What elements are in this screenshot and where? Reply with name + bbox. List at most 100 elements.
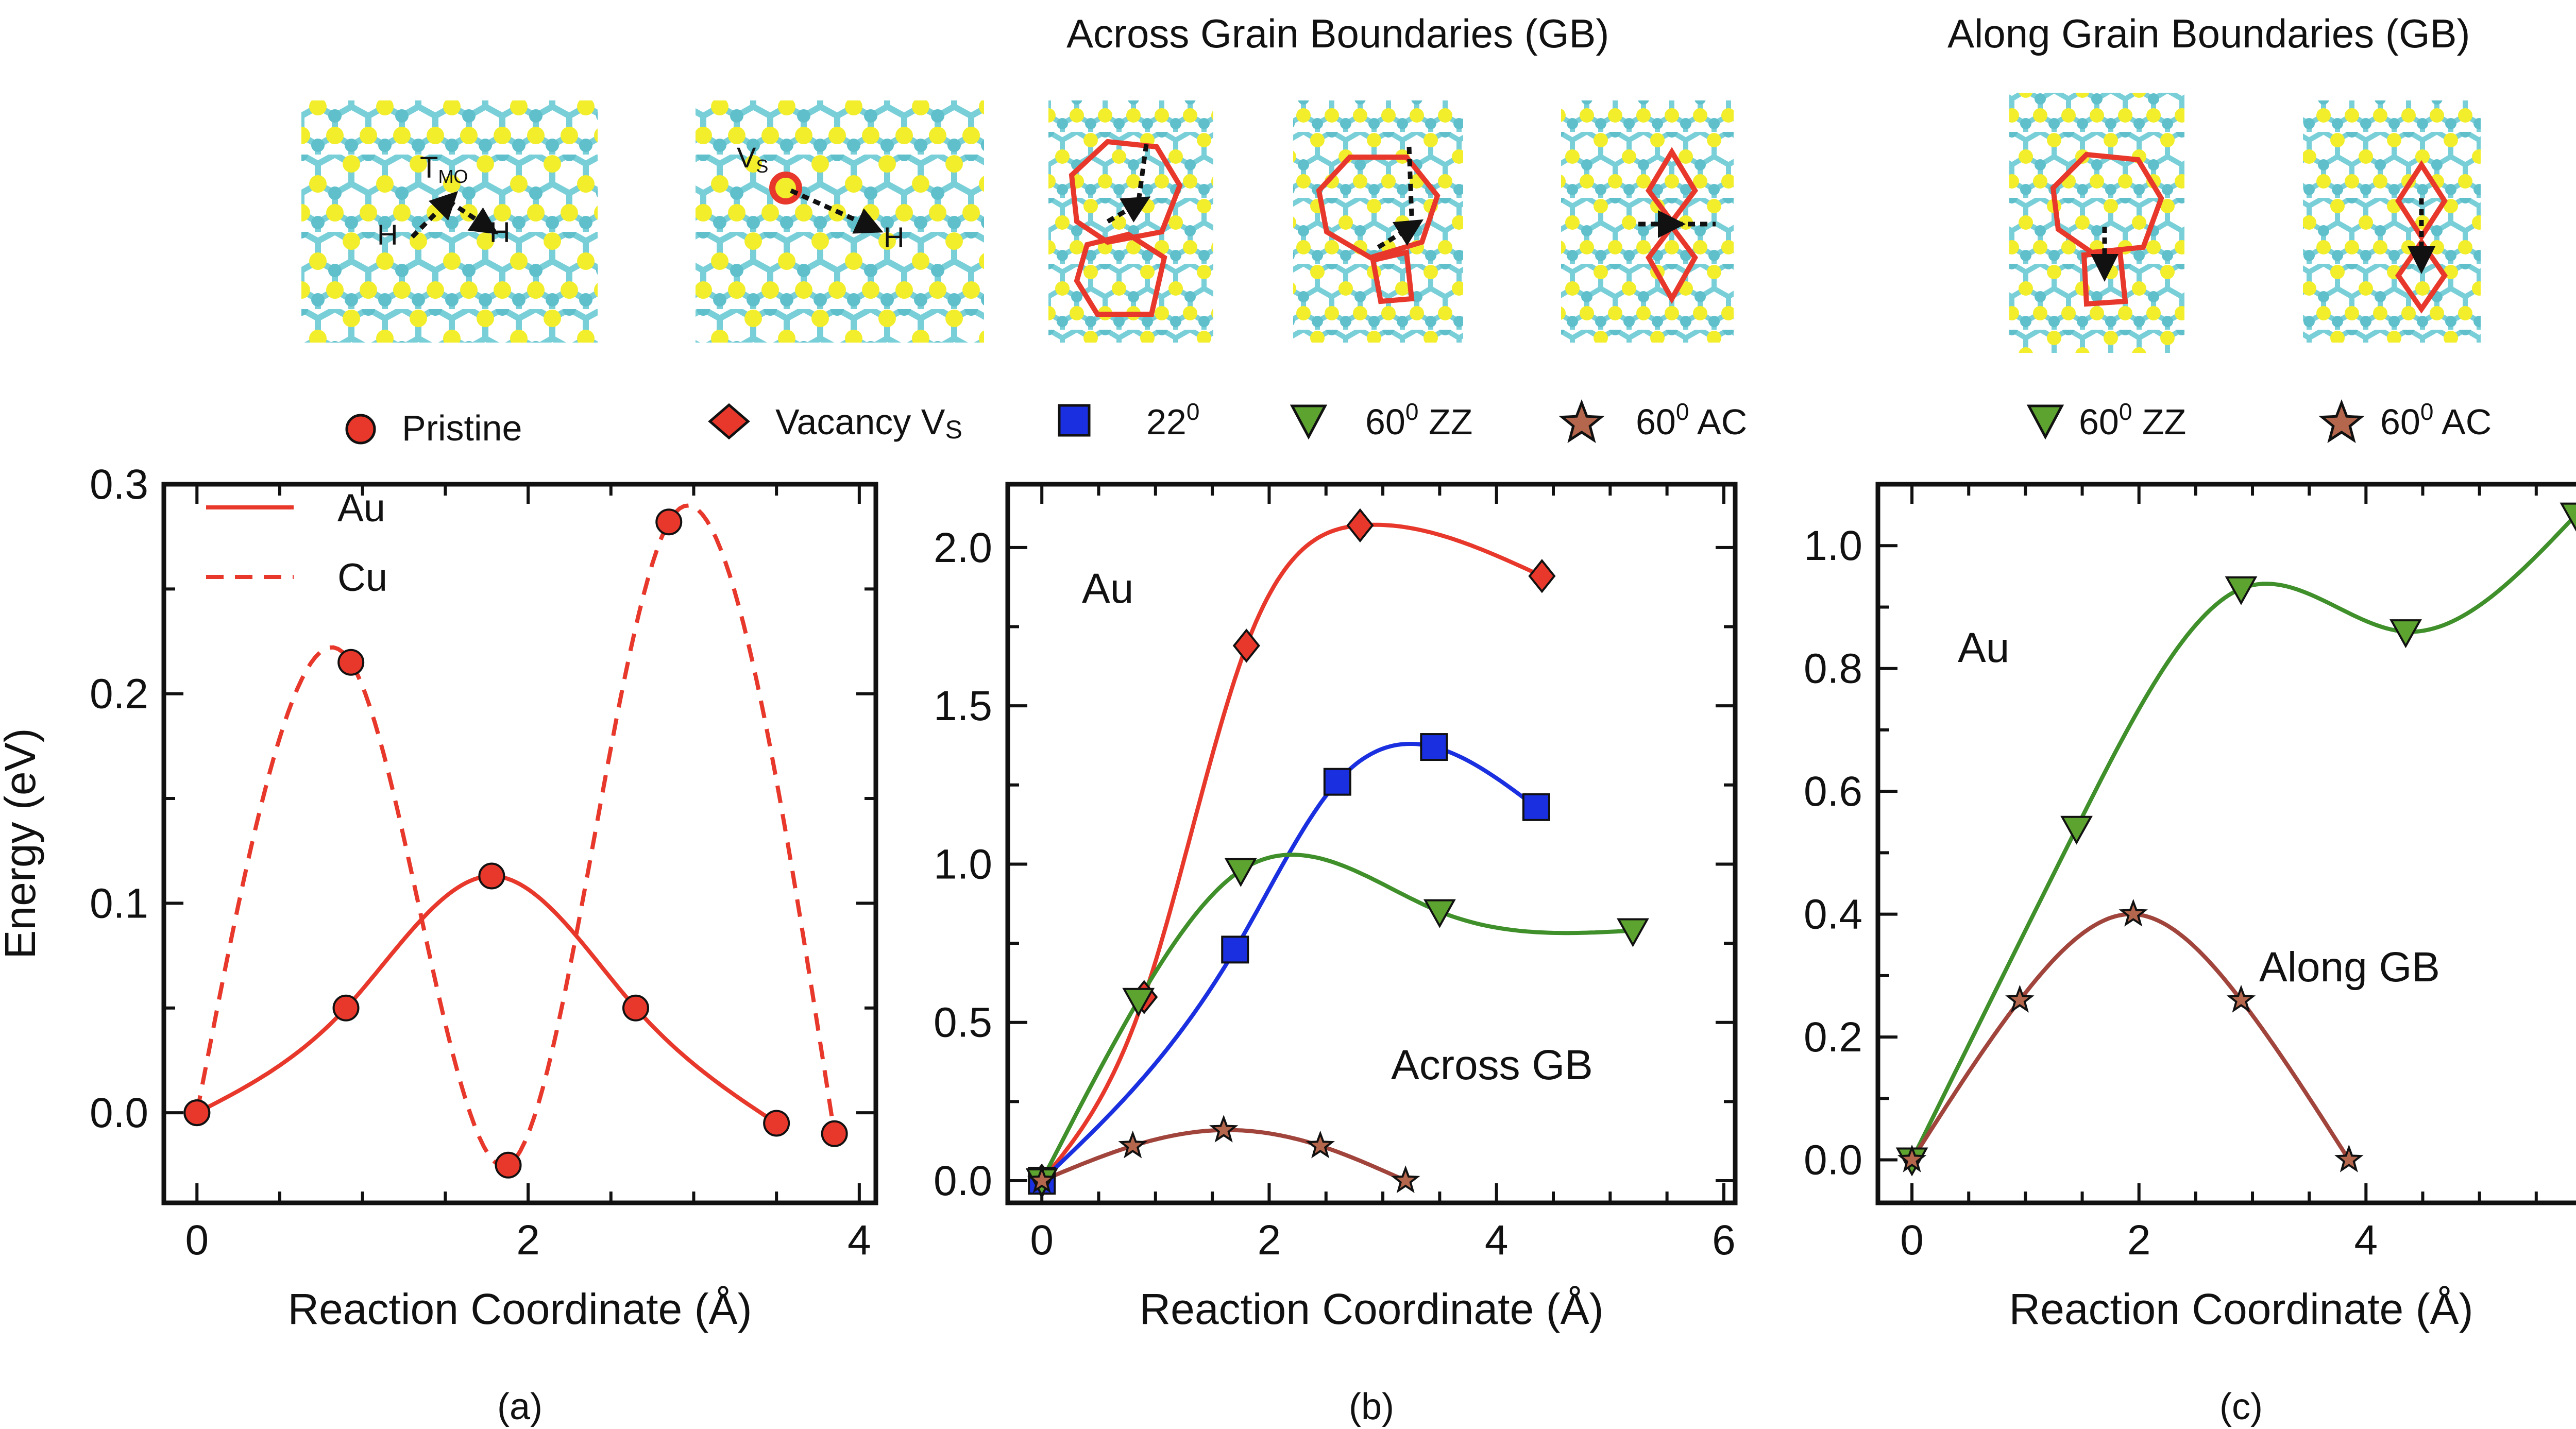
data-point (1528, 559, 1556, 593)
series-line-60-zz (1910, 513, 2576, 1161)
h-label-vacancy: H (884, 221, 904, 253)
data-point (2225, 576, 2258, 605)
legend-label-vacancy: Vacancy VS (775, 402, 962, 444)
data-point (655, 508, 683, 536)
panel-label: (a) (497, 1386, 543, 1427)
data-point (1224, 858, 1257, 887)
data-point (1897, 1144, 1927, 1172)
legend-label-along-zz: 600 ZZ (2079, 398, 2186, 442)
along-gb-title: Along Grain Boundaries (GB) (1947, 11, 2470, 56)
y-tick-label: 0.6 (1804, 768, 1862, 815)
series-line-cu (195, 503, 837, 1168)
legend-marker-60zz (1290, 404, 1328, 440)
y-tick-label: 0.1 (90, 880, 148, 927)
x-tick-label: 4 (1485, 1217, 1509, 1264)
legend-label-60zz: 600 ZZ (1365, 398, 1472, 442)
structure-gb22 (1048, 100, 1213, 343)
legend-60zz: 600 ZZ (1290, 398, 1472, 442)
data-point (332, 994, 360, 1022)
legend-along-ac: 600 AC (2318, 398, 2492, 444)
y-tick-label: 1.0 (1804, 522, 1862, 569)
legend-marker-22 (1058, 404, 1091, 437)
legend-label-60ac: 600 AC (1636, 398, 1747, 442)
x-tick-label: 4 (2354, 1217, 2378, 1264)
series-line-22- (1040, 742, 1538, 1182)
across-gb-title: Across Grain Boundaries (GB) (1066, 11, 1609, 56)
structure-gb60zz (1293, 100, 1463, 343)
y-tick-label: 0.0 (90, 1090, 148, 1136)
structure-along-zz (2009, 93, 2184, 353)
data-point (2226, 984, 2256, 1013)
x-tick-label: 6 (1712, 1217, 1736, 1264)
legend-label-along-ac: 600 AC (2380, 398, 2492, 442)
y-axis-label: Energy (eV) (0, 728, 44, 959)
plot-frame (1005, 482, 1738, 1205)
chart-panel-b: 0 2 4 6 0.0 0.5 1.0 1.5 2.0 Reaction Coordinate (… (934, 482, 1738, 1427)
legend-marker-along-ac (2318, 399, 2365, 444)
legend-label-pristine: Pristine (402, 408, 522, 448)
legend-marker-pristine (345, 414, 376, 445)
annotation-across-gb: Across GB (1391, 1042, 1593, 1088)
plot-frame (161, 482, 878, 1205)
legend-marker-along-zz (2026, 404, 2064, 440)
data-point (2005, 984, 2035, 1013)
annotation-along-gb: Along GB (2259, 944, 2440, 991)
data-point (763, 1110, 790, 1137)
structure-along-ac (2303, 100, 2481, 343)
legend-text-au: Au (337, 486, 385, 530)
h-label-right: H (489, 216, 510, 248)
y-tick-label: 0.8 (1804, 645, 1862, 692)
structure-pristine: TMO H H (301, 100, 598, 343)
data-point (1221, 935, 1249, 964)
data-point (478, 862, 505, 890)
x-tick-label: 0 (1030, 1217, 1054, 1264)
data-point (1232, 628, 1260, 663)
legend-au-cu: Au Cu (206, 486, 387, 600)
x-tick-label: 4 (848, 1217, 871, 1264)
series-line-vacancy-vs (1040, 522, 1543, 1182)
data-point (1027, 1165, 1057, 1194)
data-point (1209, 1114, 1239, 1143)
vs-label: VS (737, 141, 768, 177)
x-tick-label: 2 (2127, 1217, 2151, 1264)
data-point (1323, 768, 1351, 796)
y-tick-label: 1.5 (934, 683, 992, 729)
annotation-au: Au (1082, 565, 1133, 612)
x-axis-label: Reaction Coordinate (Å) (1139, 1285, 1603, 1333)
data-point (495, 1151, 522, 1179)
plot-frame (1875, 482, 2576, 1205)
annotation-au: Au (1958, 624, 2009, 671)
data-point (821, 1120, 848, 1147)
data-point (183, 1099, 211, 1127)
legend-vacancy: Vacancy VS (708, 402, 962, 444)
legend-text-cu: Cu (337, 556, 387, 600)
series-line-60-ac (1041, 1128, 1406, 1183)
h-label-left: H (377, 218, 398, 251)
legend-pristine: Pristine (345, 408, 522, 448)
y-tick-label: 0.0 (934, 1158, 992, 1204)
legend-60ac: 600 AC (1558, 398, 1747, 444)
data-point (622, 994, 649, 1022)
y-tick-label: 0.5 (934, 999, 992, 1046)
y-tick-label: 2.0 (934, 524, 992, 571)
data-point (2389, 619, 2422, 649)
data-point (2119, 898, 2148, 927)
y-tick-label: 0.2 (1804, 1014, 1862, 1061)
x-tick-label: 2 (516, 1217, 540, 1264)
y-tick-label: 0.4 (1804, 891, 1862, 938)
x-axis-label: Reaction Coordinate (Å) (2009, 1285, 2473, 1333)
panel-label: (c) (2219, 1386, 2263, 1427)
x-axis-label: Reaction Coordinate (Å) (287, 1285, 752, 1333)
x-tick-label: 0 (1900, 1217, 1924, 1264)
legend-label-22: 220 (1146, 398, 1199, 442)
legend-gb22: 220 (1058, 398, 1199, 442)
panel-label: (b) (1349, 1386, 1394, 1427)
data-point (1522, 793, 1550, 821)
chart-panel-a: 0 2 4 0.0 0.1 0.2 0.3 Reaction Coordinate (Å) En… (0, 461, 878, 1427)
y-tick-label: 1.0 (934, 841, 992, 888)
tmo-label: TMO (420, 151, 468, 187)
data-point (2334, 1144, 2364, 1172)
series-line-60-zz (1040, 853, 1633, 1182)
